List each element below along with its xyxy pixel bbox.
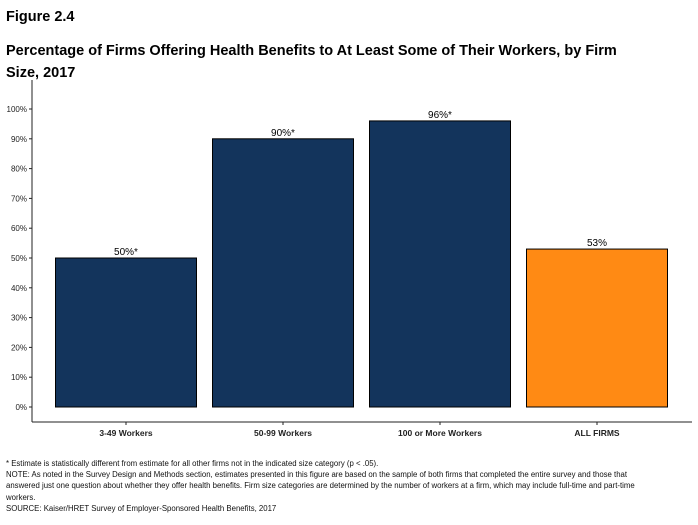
x-category-label: 50-99 Workers xyxy=(254,428,312,438)
data-label: 90%* xyxy=(271,128,295,139)
data-label: 53% xyxy=(587,238,607,249)
methods-note: NOTE: As noted in the Survey Design and … xyxy=(6,470,635,502)
bar xyxy=(212,138,354,408)
data-label: 50%* xyxy=(114,247,138,258)
y-tick-label: 90% xyxy=(11,135,27,144)
y-tick-label: 40% xyxy=(11,284,27,293)
bar xyxy=(369,120,511,408)
source-note: SOURCE: Kaiser/HRET Survey of Employer-S… xyxy=(6,503,277,513)
bar xyxy=(526,248,668,408)
chart-axes: 0% 10% 20% 30% 40% 50% 60% 70% 80% 90% 100% 3-49 Wo… xyxy=(7,80,692,438)
figure-label: Figure 2.4 xyxy=(6,9,75,25)
y-tick-label: 20% xyxy=(11,343,27,352)
y-tick-label: 30% xyxy=(11,314,27,323)
footnotes: * Estimate is statistically different fr… xyxy=(6,458,646,514)
y-tick-label: 0% xyxy=(15,403,27,412)
y-tick-label: 60% xyxy=(11,224,27,233)
y-tick-label: 100% xyxy=(7,105,27,114)
y-tick-label: 10% xyxy=(11,373,27,382)
bar-group: 50%* 90%* 96%* 53% xyxy=(55,110,668,408)
data-label: 96%* xyxy=(428,110,452,121)
y-tick-label: 80% xyxy=(11,165,27,174)
chart-title: Percentage of Firms Offering Health Bene… xyxy=(6,43,617,81)
bar xyxy=(55,257,197,408)
x-category-label: ALL FIRMS xyxy=(574,428,620,438)
x-category-label: 3-49 Workers xyxy=(99,428,153,438)
asterisk-note: * Estimate is statistically different fr… xyxy=(6,459,379,468)
y-tick-label: 50% xyxy=(11,254,27,263)
x-category-label: 100 or More Workers xyxy=(398,428,482,438)
y-tick-label: 70% xyxy=(11,194,27,203)
